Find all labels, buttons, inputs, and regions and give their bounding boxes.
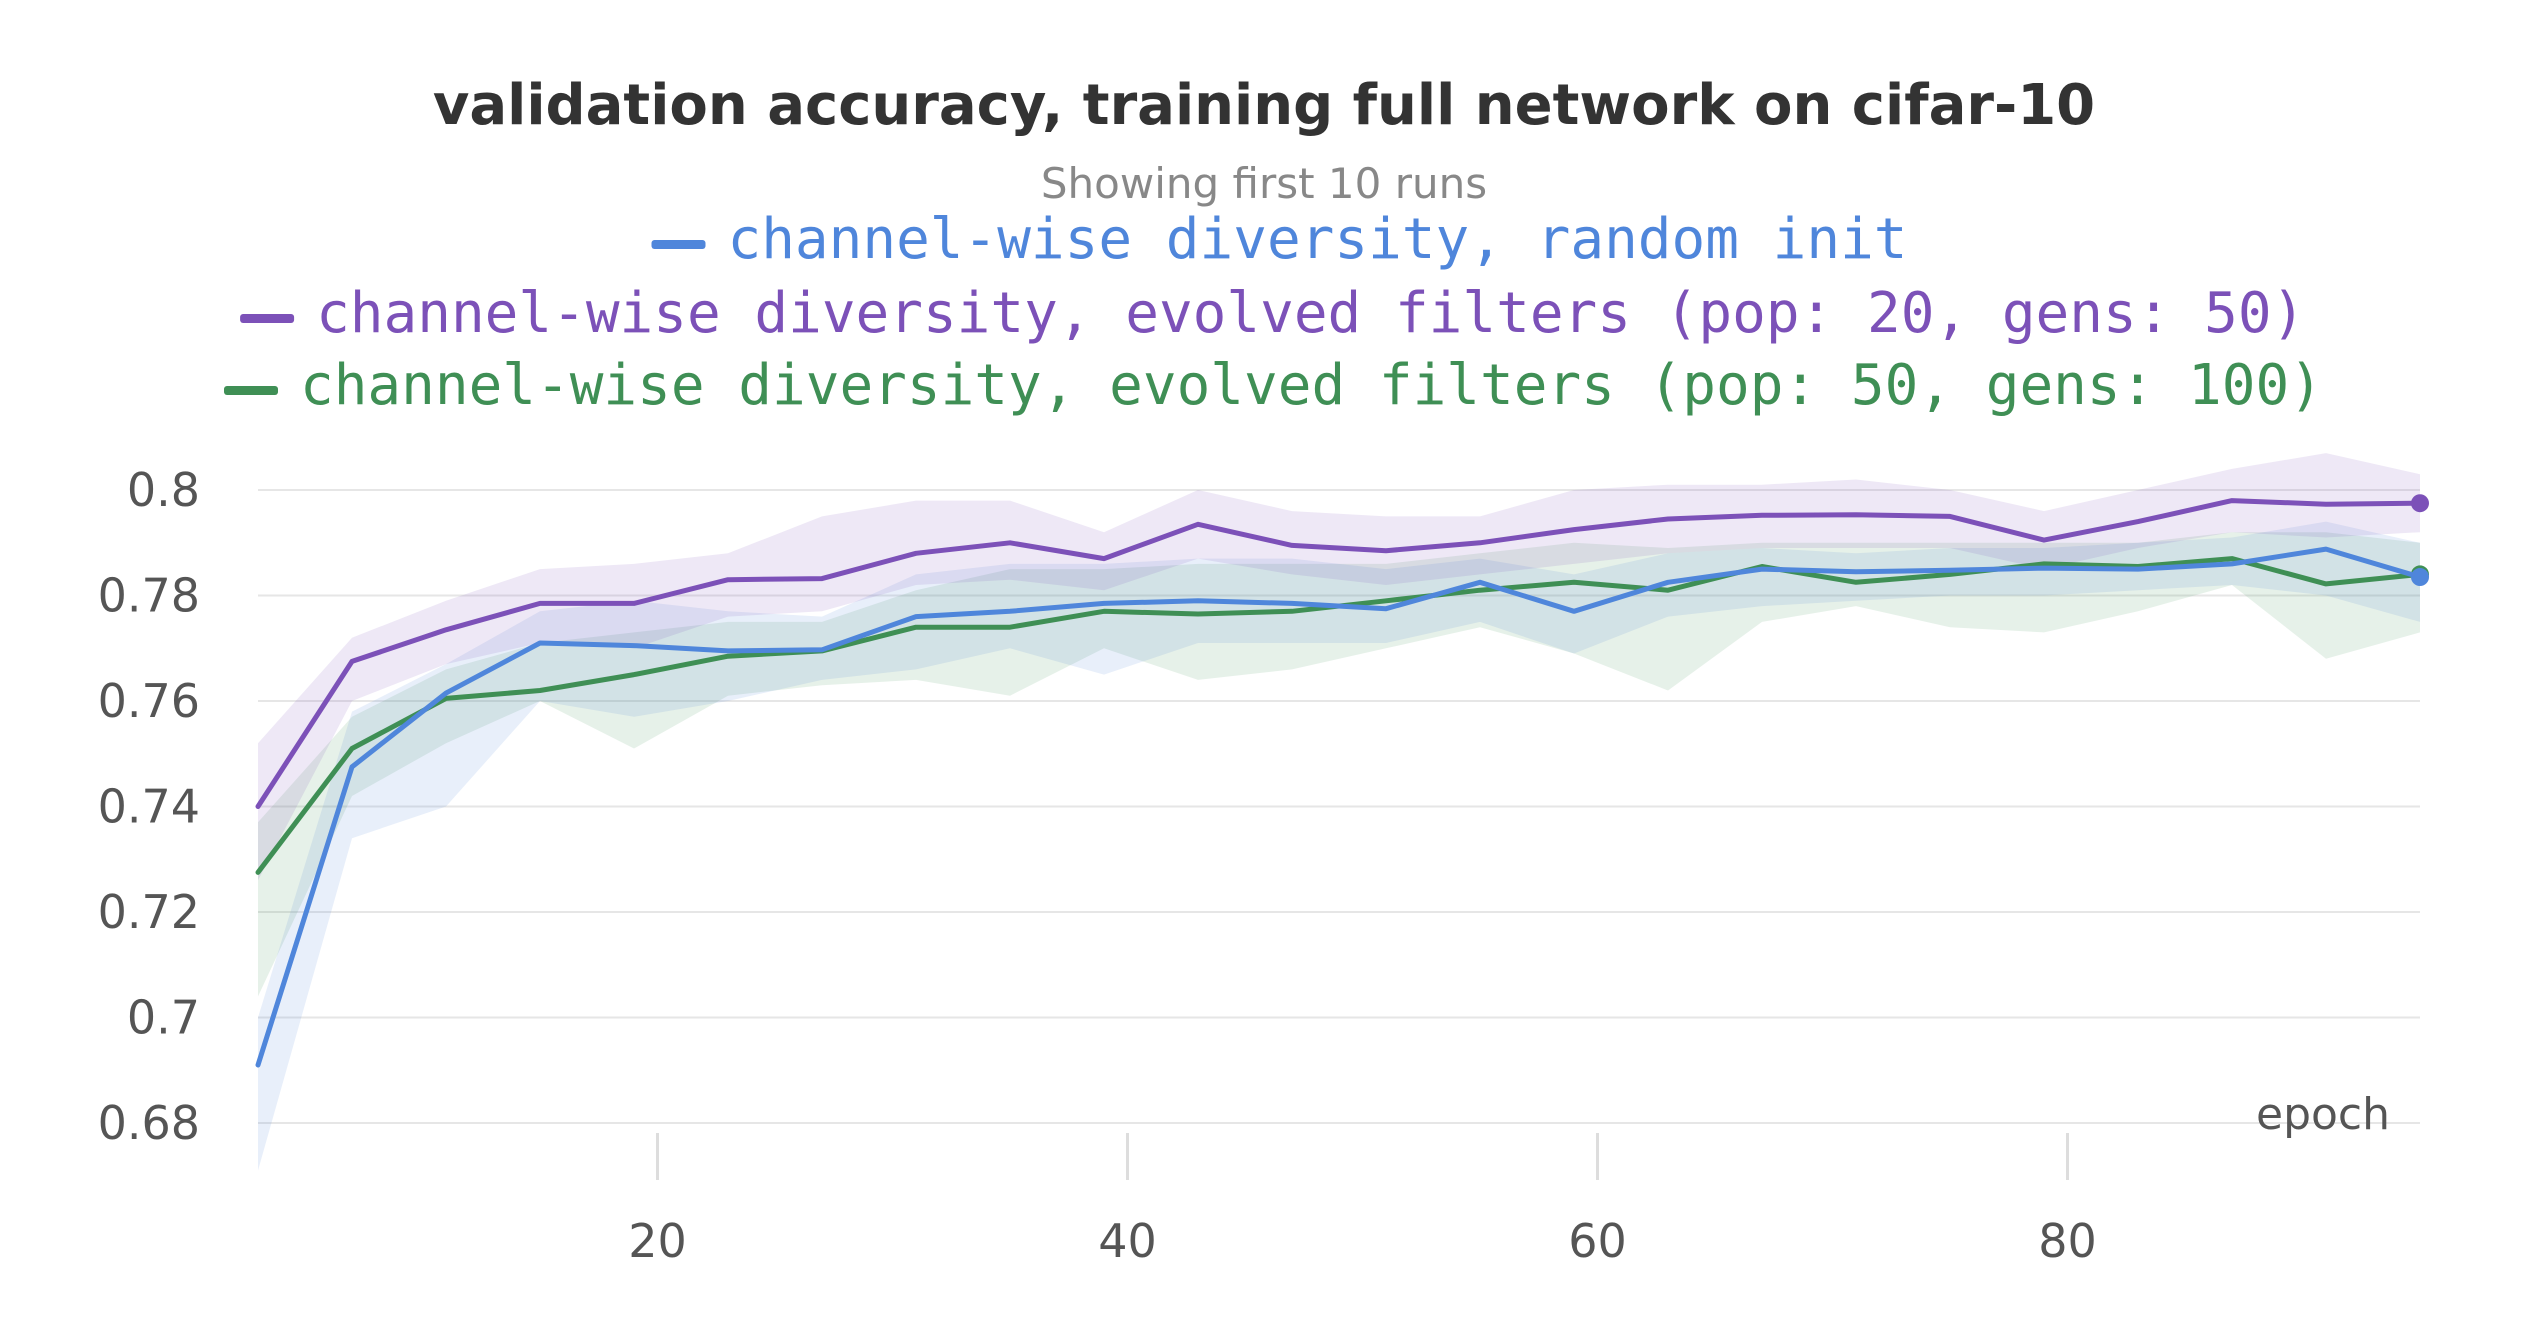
y-tick-label: 0.76 (98, 674, 200, 728)
y-tick-label: 0.72 (98, 885, 200, 939)
band-1 (258, 453, 2420, 881)
y-tick-label: 0.7 (127, 991, 200, 1045)
confidence-bands (258, 453, 2420, 1171)
chart-title: validation accuracy, training full netwo… (433, 73, 2095, 138)
x-tick-label: 60 (1568, 1214, 1627, 1268)
x-tick-label: 40 (1098, 1214, 1157, 1268)
legend: channel-wise diversity, random init chann… (224, 207, 2323, 418)
y-tick-label: 0.74 (98, 780, 200, 834)
series-line-1 (255, 498, 2423, 809)
y-tick-label: 0.68 (98, 1096, 200, 1150)
legend-label-1: channel-wise diversity, evolved filters … (316, 281, 2305, 346)
y-axis: 0.68 0.7 0.72 0.74 0.76 0.78 0.8 (98, 463, 200, 1150)
series-end-point-0 (2411, 568, 2429, 587)
legend-label-0: channel-wise diversity, random init (728, 207, 1908, 272)
legend-label-2: channel-wise diversity, evolved filters … (300, 353, 2323, 418)
series-lines (255, 494, 2429, 1068)
chart-subtitle: Showing first 10 runs (1041, 159, 1487, 208)
legend-swatch-0 (651, 240, 706, 249)
series-end-point-1 (2411, 494, 2429, 513)
y-tick-label: 0.78 (98, 569, 200, 623)
legend-swatch-2 (224, 386, 278, 395)
x-axis-label: epoch (2256, 1089, 2390, 1140)
y-tick-label: 0.8 (127, 463, 200, 517)
band-0 (258, 521, 2420, 1171)
grid (258, 489, 2420, 1124)
legend-swatch-1 (240, 314, 295, 323)
series-line-0 (255, 546, 2423, 1068)
x-tick-label: 80 (2038, 1214, 2097, 1268)
x-tick-label: 20 (628, 1214, 687, 1268)
x-axis: 20 40 60 80 (628, 1133, 2097, 1268)
